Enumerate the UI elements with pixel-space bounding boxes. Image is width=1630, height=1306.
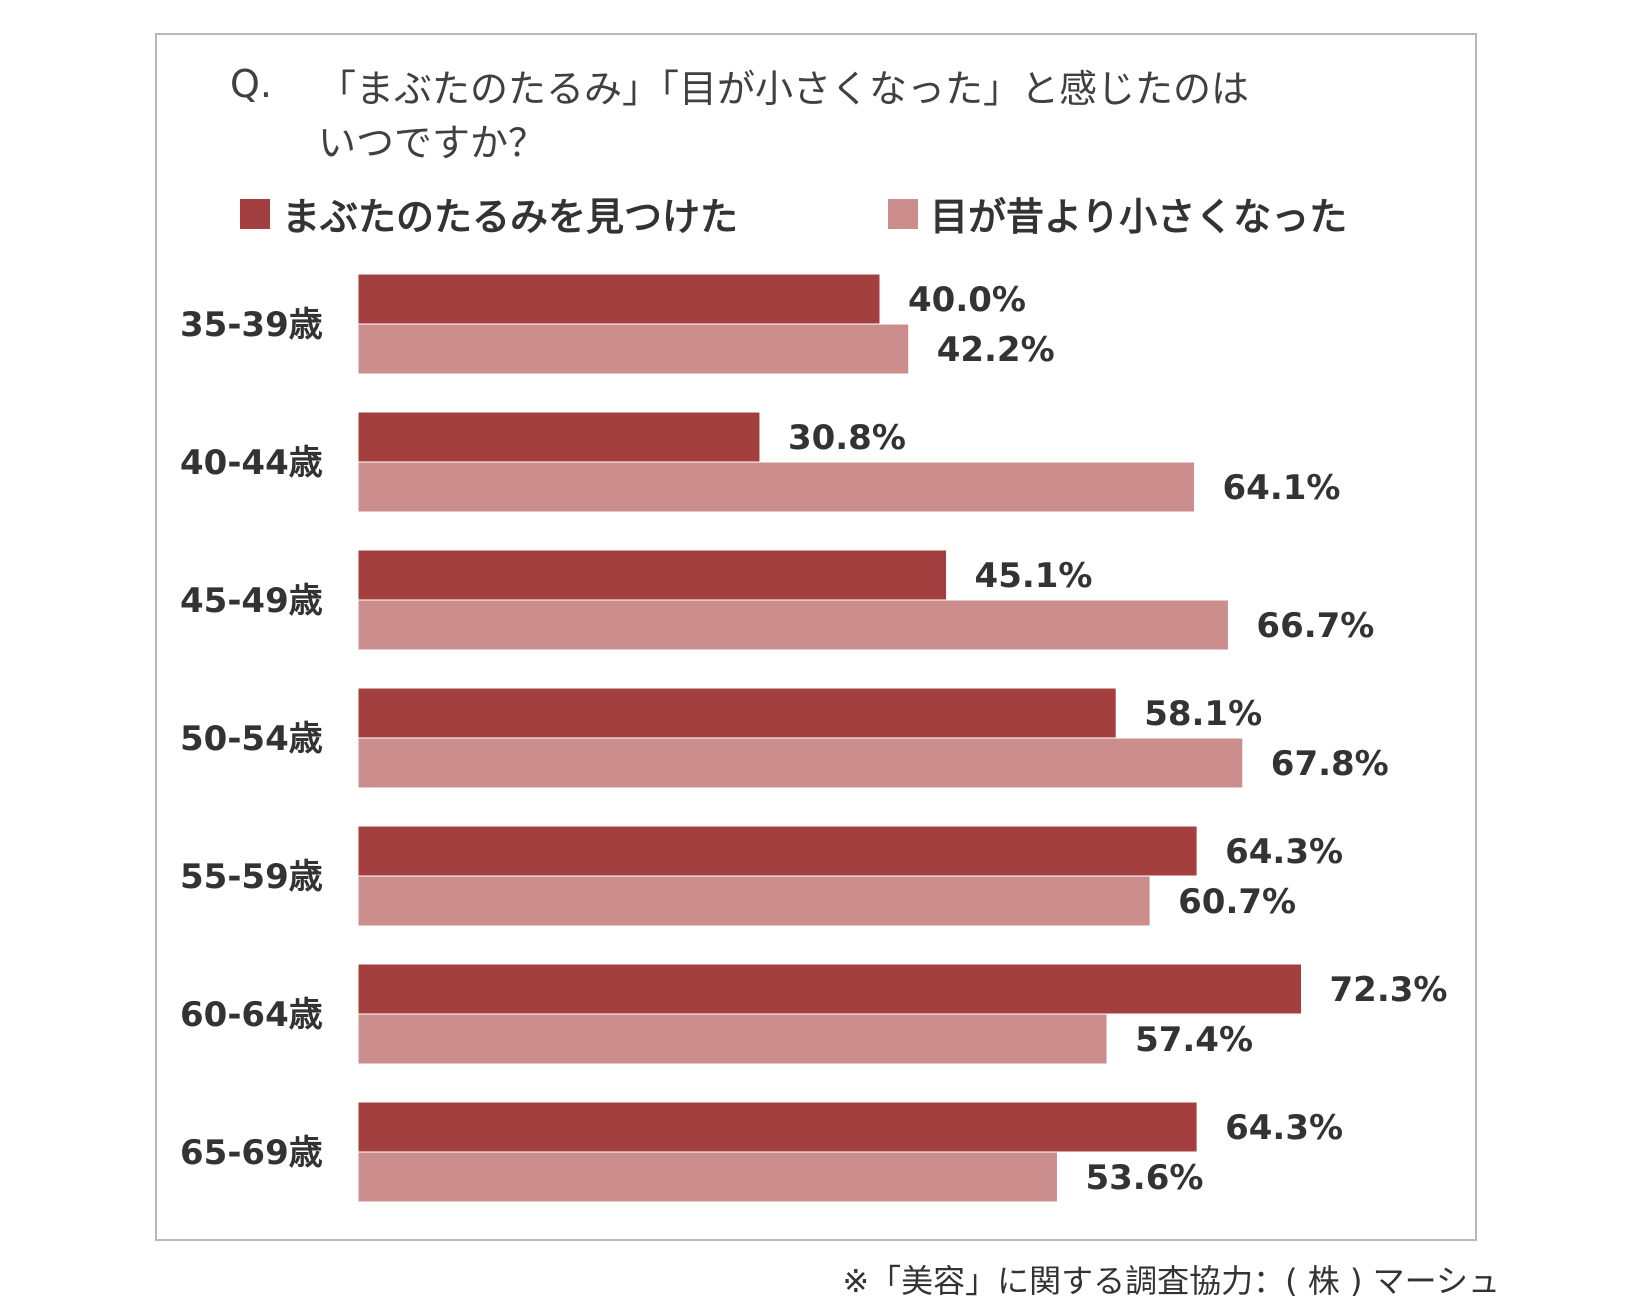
chart-title-line2: いつですか？: [318, 121, 547, 165]
legend-swatch-series-1: [240, 198, 270, 229]
legend-swatch-series-2: [888, 198, 918, 229]
data-label-series-1: 40.0%: [908, 280, 1026, 320]
bar-series-1: [357, 273, 881, 325]
legend-item-series-1: まぶたのたるみを見つけた: [240, 186, 738, 241]
category-label: 35-39歳: [180, 305, 323, 345]
data-label-series-1: 30.8%: [788, 418, 906, 458]
data-label-series-1: 64.3%: [1225, 1108, 1343, 1148]
legend-label-series-1: まぶたのたるみを見つけた: [282, 195, 739, 239]
legend-label-series-2: 目が昔より小さくなった: [930, 195, 1348, 239]
legend-item-series-2: 目が昔より小さくなった: [888, 186, 1347, 241]
chart-title-line1: 「まぶたのたるみ」「目が小さくなった」と感じたのは: [318, 67, 1250, 111]
bar-series-1: [357, 687, 1117, 739]
bar-series-1: [357, 549, 948, 601]
bar-series-1: [357, 1101, 1198, 1153]
bar-series-2: [357, 875, 1151, 927]
bar-series-2: [357, 1151, 1058, 1203]
data-label-series-2: 64.1%: [1223, 468, 1341, 508]
data-label-series-1: 45.1%: [975, 556, 1093, 596]
category-label: 60-64歳: [180, 995, 323, 1035]
bar-series-1: [357, 963, 1303, 1015]
data-label-series-1: 58.1%: [1144, 694, 1262, 734]
bar-series-1: [357, 825, 1198, 877]
bar-series-1: [357, 411, 761, 463]
category-label: 50-54歳: [180, 719, 323, 759]
bar-series-2: [357, 737, 1244, 789]
data-label-series-2: 53.6%: [1085, 1158, 1203, 1198]
bar-series-2: [357, 461, 1196, 513]
data-label-series-1: 72.3%: [1330, 970, 1448, 1010]
data-label-series-1: 64.3%: [1225, 832, 1343, 872]
data-label-series-2: 67.8%: [1271, 744, 1389, 784]
data-label-series-2: 42.2%: [937, 330, 1055, 370]
bar-series-2: [357, 599, 1229, 651]
data-label-series-2: 57.4%: [1135, 1020, 1253, 1060]
footnote: ※「美容」に関する調査協力：( 株 ) マーシュ: [842, 1262, 1500, 1300]
bar-series-2: [357, 323, 910, 375]
data-label-series-2: 60.7%: [1178, 882, 1296, 922]
question-prefix: Q.: [230, 62, 272, 106]
data-label-series-2: 66.7%: [1256, 606, 1374, 646]
category-label: 45-49歳: [180, 581, 323, 621]
category-label: 40-44歳: [180, 443, 323, 483]
category-label: 65-69歳: [180, 1133, 323, 1173]
bar-series-2: [357, 1013, 1108, 1065]
category-label: 55-59歳: [180, 857, 323, 897]
